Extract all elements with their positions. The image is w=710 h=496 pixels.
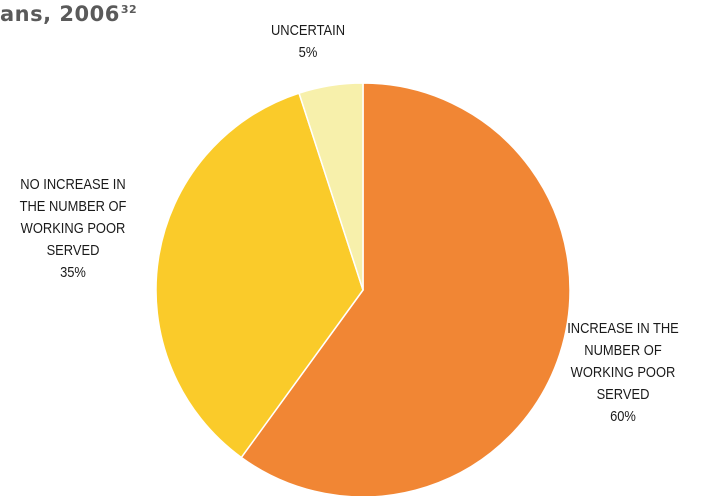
pie-slice-increase [240,82,571,496]
slice-percent-label: 60% [610,408,636,425]
slice-label-line: SERVED [596,386,650,403]
slice-label-line: THE NUMBER OF [19,198,127,215]
pie-slice-uncertain [298,82,364,291]
chart-title-fragment: ans, 200632 [0,2,137,26]
slice-label-line: WORKING POOR [20,220,126,237]
slice-label-line: UNCERTAIN [270,22,346,39]
pie-slice-no-increase [155,92,364,459]
slice-percent-label: 35% [60,264,86,281]
slice-label-line: INCREASE IN THE [567,320,679,337]
title-footnote-ref: 32 [120,3,138,16]
slice-label-line: NUMBER OF [584,342,662,359]
slice-percent-label: 5% [298,44,318,61]
slice-label-line: SERVED [46,242,100,259]
slice-label-line: WORKING POOR [570,364,676,381]
label-uncertain: UNCERTAIN 5% [231,20,386,64]
label-increase: INCREASE IN THE NUMBER OF WORKING POOR SERV… [541,318,704,428]
title-text: ans, 2006 [0,2,120,26]
slice-label-line: NO INCREASE IN [20,176,126,193]
label-no-increase: NO INCREASE IN THE NUMBER OF WORKING POOR S… [9,174,138,284]
